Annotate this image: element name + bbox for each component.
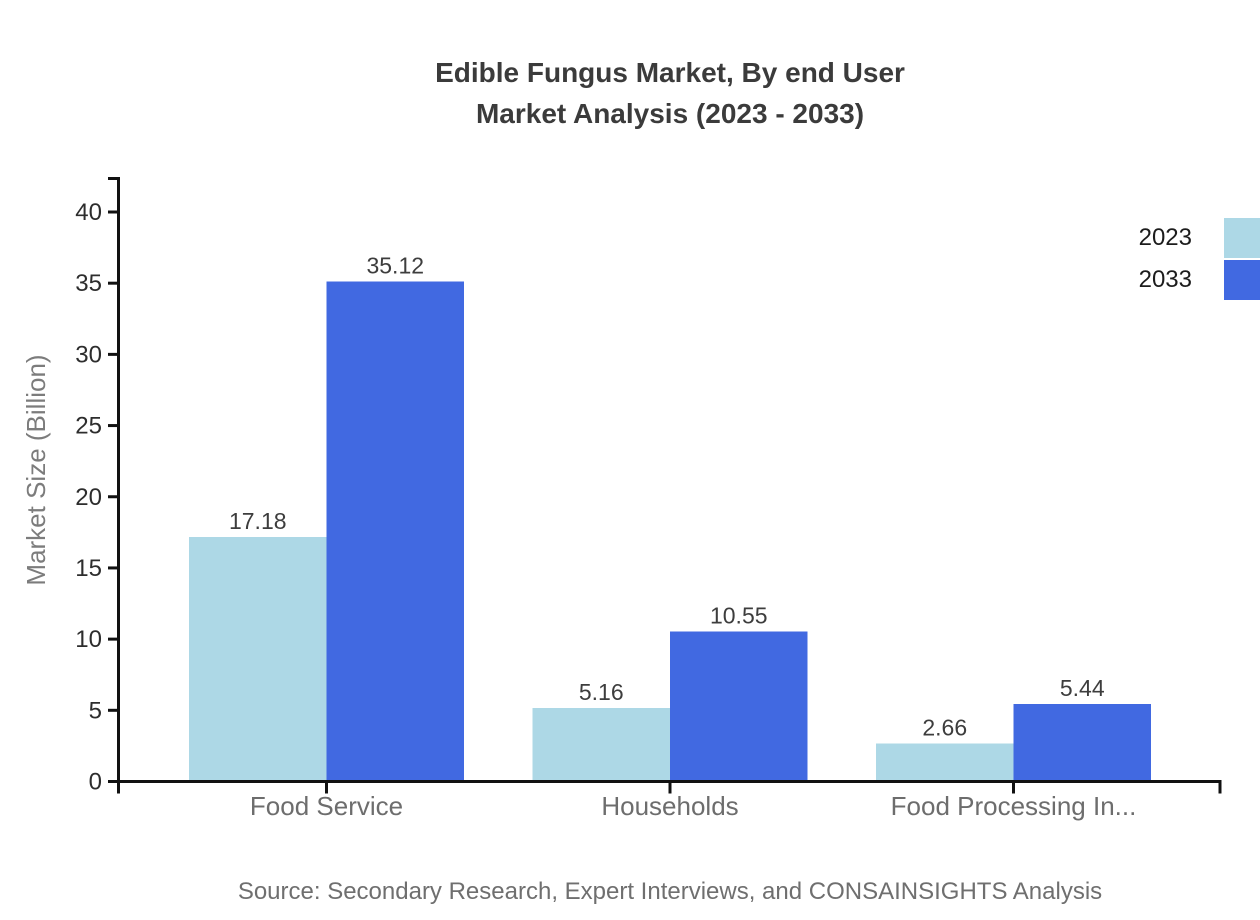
y-tick-label-30: 30 <box>75 341 102 368</box>
category-label-food-processing-in: Food Processing In... <box>891 791 1137 821</box>
y-tick-label-15: 15 <box>75 555 102 582</box>
bar-2033-food-service[interactable] <box>326 281 465 782</box>
bar-2033-food-processing-in[interactable] <box>1013 704 1152 782</box>
y-tick-label-25: 25 <box>75 413 102 440</box>
legend-item-2033[interactable]: 2033 <box>1139 260 1260 300</box>
bar-2023-food-processing-in[interactable] <box>876 743 1014 782</box>
legend-label-2033: 2033 <box>1138 266 1192 293</box>
y-tick-label-5: 5 <box>89 697 102 724</box>
y-tick-label-0: 0 <box>89 769 102 796</box>
value-label-2023-food-service: 17.18 <box>229 508 287 534</box>
value-label-2023-food-processing-in: 2.66 <box>922 715 967 741</box>
legend-swatch-2033 <box>1224 260 1260 300</box>
category-label-food-service: Food Service <box>250 791 403 821</box>
y-tick-label-35: 35 <box>75 270 102 297</box>
bar-2023-households[interactable] <box>532 708 671 782</box>
value-label-2033-households: 10.55 <box>710 602 768 628</box>
chart-title: Edible Fungus Market, By end User Market… <box>80 52 1260 134</box>
bar-2023-food-service[interactable] <box>189 536 327 782</box>
value-label-2033-food-service: 35.12 <box>366 252 424 278</box>
legend-item-2023[interactable]: 2023 <box>1139 218 1260 258</box>
legend-swatch-2023 <box>1224 218 1260 258</box>
chart-title-line2: Market Analysis (2023 - 2033) <box>475 98 865 129</box>
bar-2033-households[interactable] <box>670 631 808 782</box>
legend: 2023 2033 <box>1139 218 1260 300</box>
source-attribution: Source: Secondary Research, Expert Inter… <box>237 878 1103 905</box>
value-label-2023-households: 5.16 <box>579 679 624 705</box>
chart-title-line1: Edible Fungus Market, By end User <box>435 57 905 88</box>
value-label-2033-food-processing-in: 5.44 <box>1060 675 1105 701</box>
category-label-households: Households <box>601 791 738 821</box>
y-tick-label-10: 10 <box>75 626 102 653</box>
y-tick-label-20: 20 <box>75 484 102 511</box>
legend-label-2023: 2023 <box>1138 224 1192 251</box>
y-tick-label-40: 40 <box>75 199 102 226</box>
